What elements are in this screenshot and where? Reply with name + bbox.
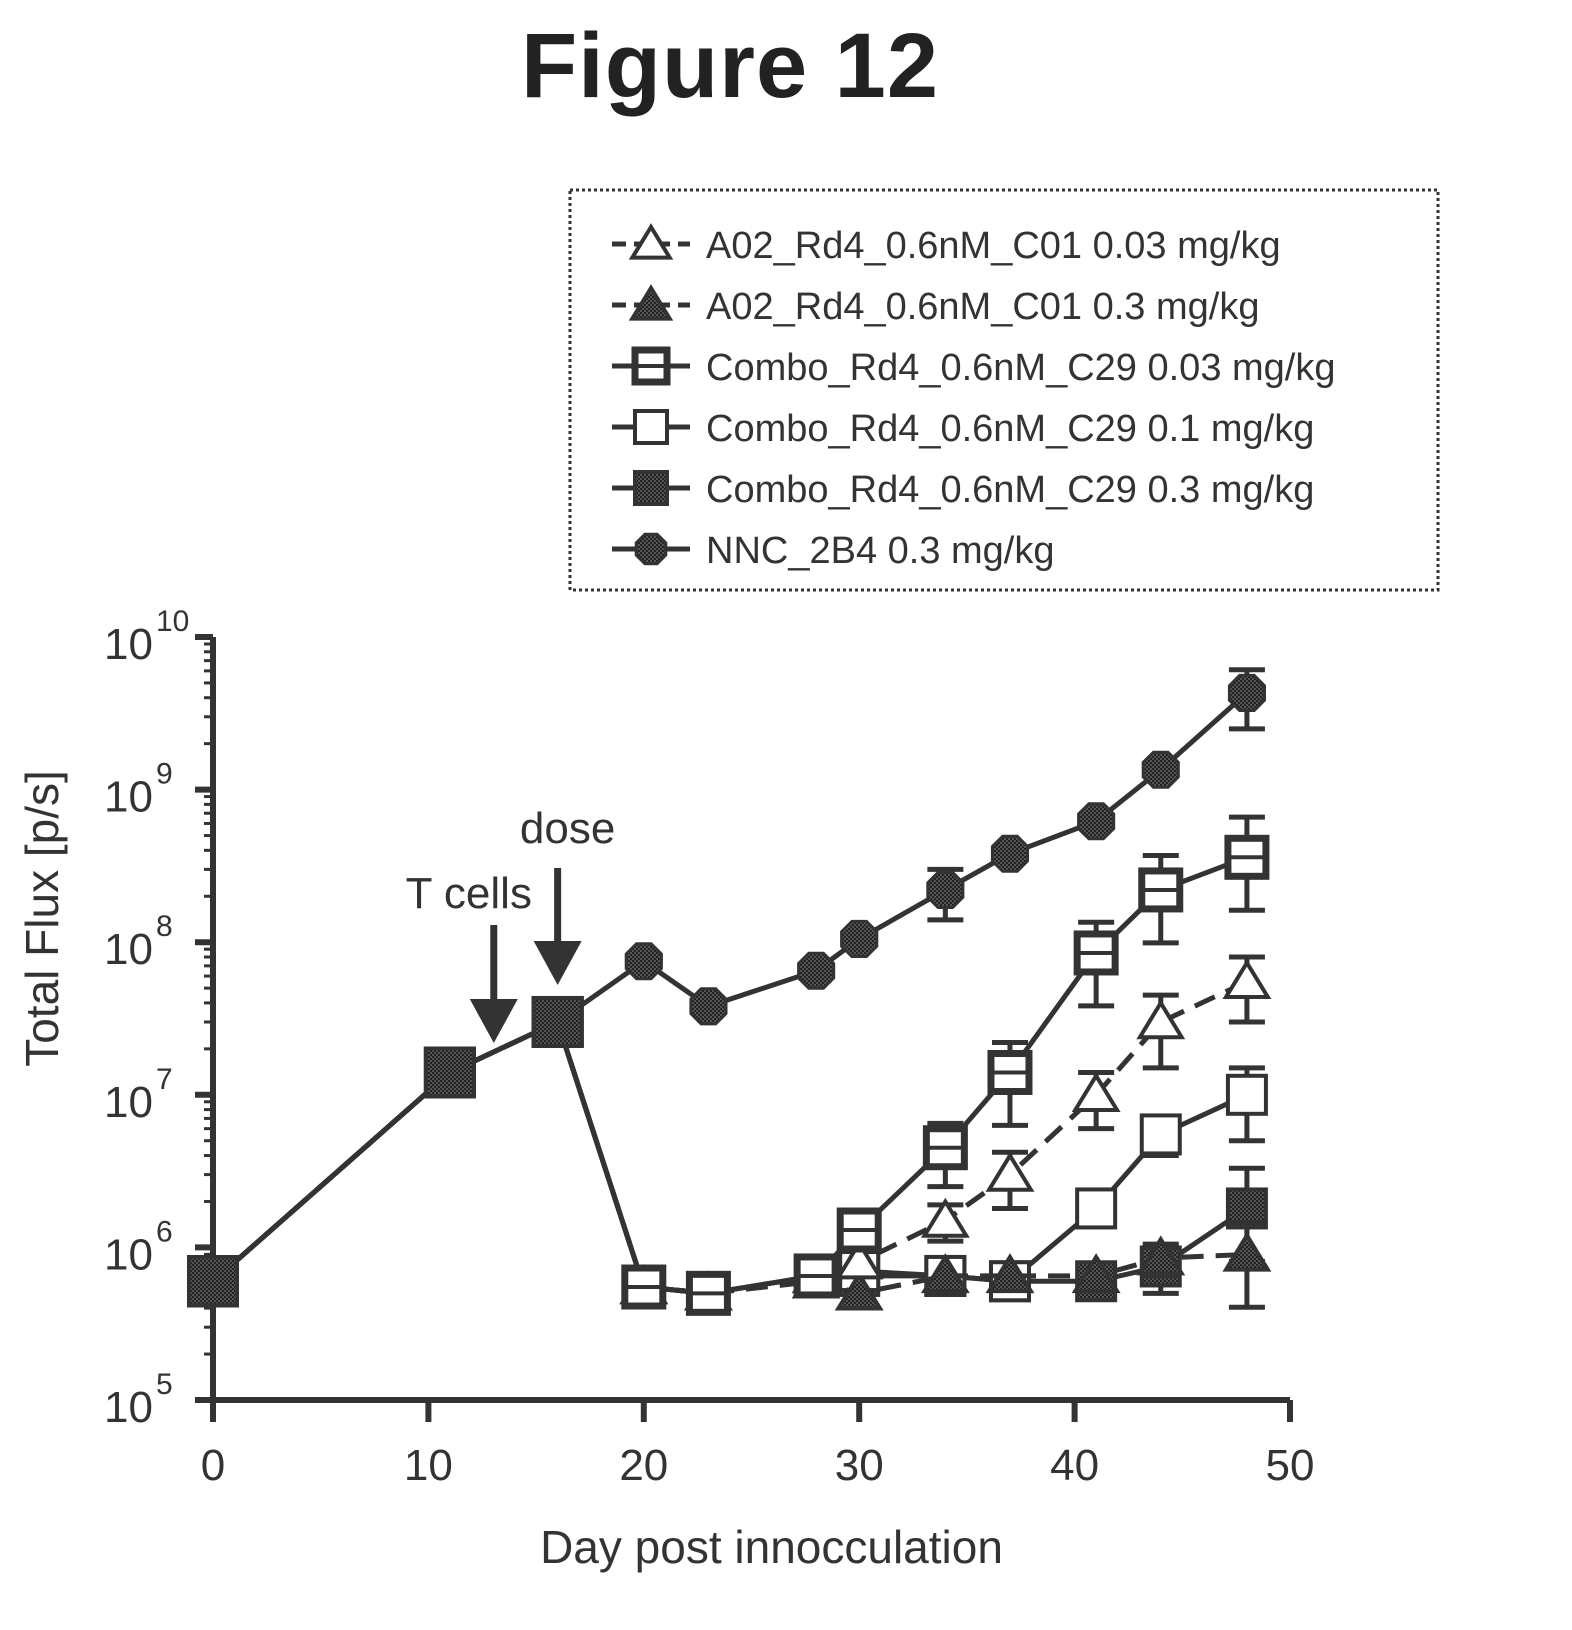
data-point xyxy=(1139,1113,1182,1156)
legend-entry: NNC_2B4 0.3 mg/kg xyxy=(612,530,1055,572)
data-point xyxy=(1071,1071,1121,1112)
data-point xyxy=(1222,1231,1272,1272)
data-point xyxy=(1141,750,1180,789)
data-point xyxy=(624,942,663,981)
legend-box xyxy=(568,188,1440,592)
series-line xyxy=(211,1018,1249,1296)
data-point xyxy=(985,1253,1035,1294)
y-tick-base: 10 xyxy=(104,925,153,974)
data-point xyxy=(685,1270,731,1316)
y-tick-base: 10 xyxy=(104,1383,153,1432)
data-point xyxy=(1227,673,1266,712)
series-6 xyxy=(187,667,1266,1308)
legend-label: NNC_2B4 0.3 mg/kg xyxy=(706,530,1055,572)
data-point xyxy=(987,1050,1033,1096)
data-point xyxy=(1075,1187,1118,1230)
y-tick-exponent: 6 xyxy=(156,1215,173,1248)
y-tick-exponent: 9 xyxy=(156,758,173,791)
data-point xyxy=(920,1197,970,1238)
figure-title: Figure 12 xyxy=(520,15,939,117)
x-tick-label: 50 xyxy=(1266,1441,1315,1490)
y-tick-exponent: 10 xyxy=(156,605,189,638)
legend-entry: Combo_Rd4_0.6nM_C29 0.03 mg/kg xyxy=(612,346,1336,389)
y-axis-label: Total Flux [p/s] xyxy=(16,770,68,1067)
x-tick-label: 40 xyxy=(1050,1441,1099,1490)
y-tick-base: 10 xyxy=(104,1078,153,1127)
legend-label: A02_Rd4_0.6nM_C01 0.3 mg/kg xyxy=(706,286,1259,328)
legend-marker xyxy=(631,346,671,386)
legend-label: Combo_Rd4_0.6nM_C29 0.3 mg/kg xyxy=(706,469,1314,511)
y-tick-base: 10 xyxy=(104,773,153,822)
x-tick-label: 0 xyxy=(201,1441,225,1490)
y-tick-label: 10 10 xyxy=(104,605,189,669)
tcells-label: T cells xyxy=(406,869,532,918)
legend-entry: A02_Rd4_0.6nM_C01 0.3 mg/kg xyxy=(612,284,1259,328)
y-tick-label: 10 9 xyxy=(104,758,173,822)
y-tick-base: 10 xyxy=(104,1230,153,1279)
data-point xyxy=(689,987,728,1026)
y-tick-exponent: 5 xyxy=(156,1368,173,1401)
series-3 xyxy=(187,814,1270,1316)
legend: A02_Rd4_0.6nM_C01 0.03 mg/kg A02_Rd4_0.6n… xyxy=(568,188,1440,592)
y-tick-label: 10 6 xyxy=(104,1215,173,1279)
data-point xyxy=(793,1253,839,1299)
data-point xyxy=(423,1046,476,1099)
series-line xyxy=(211,1018,1248,1296)
data-point xyxy=(1071,1253,1121,1294)
data-point xyxy=(1222,958,1272,1000)
data-point xyxy=(926,870,965,909)
data-point xyxy=(1224,834,1270,880)
x-tick-label: 10 xyxy=(404,1441,453,1490)
data-point xyxy=(836,1207,882,1253)
data-point xyxy=(840,919,879,958)
y-tick-label: 10 7 xyxy=(104,1063,173,1127)
series-line xyxy=(211,1018,1248,1296)
x-tick-label: 20 xyxy=(619,1441,668,1490)
series-line xyxy=(211,979,1248,1296)
legend-marker xyxy=(633,470,669,506)
data-point xyxy=(1136,999,1186,1040)
legend-marker xyxy=(628,223,674,260)
legend-entry: Combo_Rd4_0.6nM_C29 0.3 mg/kg xyxy=(612,469,1314,511)
legend-label: A02_Rd4_0.6nM_C01 0.03 mg/kg xyxy=(706,225,1281,267)
legend-marker xyxy=(633,409,669,445)
legend-entry: Combo_Rd4_0.6nM_C29 0.1 mg/kg xyxy=(612,408,1314,450)
y-tick-exponent: 8 xyxy=(156,910,173,943)
data-point xyxy=(1136,1235,1186,1276)
data-point xyxy=(1138,867,1184,913)
dose-label: dose xyxy=(520,804,615,853)
data-point xyxy=(985,1151,1035,1192)
data-point xyxy=(1225,1073,1268,1116)
y-tick-exponent: 7 xyxy=(156,1063,173,1096)
dose-arrow xyxy=(533,868,582,985)
annotations: T cells dose xyxy=(406,804,615,1043)
data-point xyxy=(531,995,584,1048)
data-point xyxy=(920,1253,970,1294)
x-axis-label: Day post innocculation xyxy=(540,1521,1003,1573)
tcells-arrow xyxy=(469,925,518,1043)
data-point xyxy=(834,1270,884,1311)
legend-label: Combo_Rd4_0.6nM_C29 0.1 mg/kg xyxy=(706,408,1314,450)
legend-label: Combo_Rd4_0.6nM_C29 0.03 mg/kg xyxy=(706,347,1336,389)
data-point xyxy=(834,1239,884,1280)
data-point xyxy=(1077,802,1116,841)
data-point xyxy=(990,834,1029,873)
series-area xyxy=(187,667,1272,1316)
data-point xyxy=(1073,930,1119,976)
data-point xyxy=(797,951,836,990)
series-5 xyxy=(187,995,1268,1315)
y-tick-base: 10 xyxy=(104,620,153,669)
data-point xyxy=(922,1125,968,1171)
legend-marker xyxy=(628,284,674,321)
y-tick-label: 10 5 xyxy=(104,1368,173,1432)
data-point xyxy=(187,1255,239,1308)
x-tick-label: 30 xyxy=(835,1441,884,1490)
data-point xyxy=(621,1264,667,1310)
y-tick-label: 10 8 xyxy=(104,910,173,974)
legend-marker xyxy=(634,532,668,566)
series-1 xyxy=(187,954,1272,1311)
legend-entry: A02_Rd4_0.6nM_C01 0.03 mg/kg xyxy=(612,223,1281,267)
